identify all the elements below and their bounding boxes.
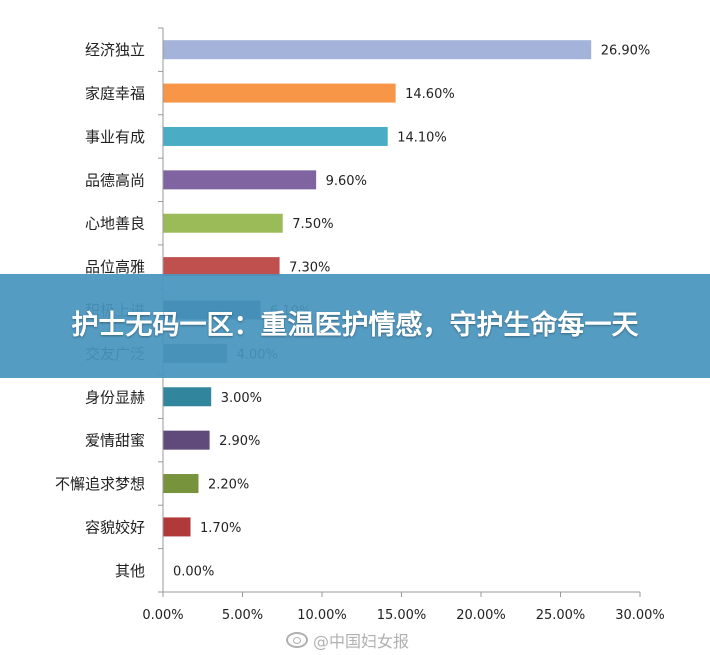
data-label: 2.90%	[219, 434, 260, 449]
x-tick-label: 10.00%	[297, 608, 347, 623]
x-tick-label: 30.00%	[615, 608, 665, 623]
data-label: 14.10%	[397, 130, 447, 145]
category-label: 经济独立	[85, 41, 145, 59]
category-label: 事业有成	[85, 128, 145, 146]
data-label: 1.70%	[200, 521, 241, 536]
bar	[163, 430, 210, 450]
bar	[163, 213, 283, 233]
data-label: 9.60%	[326, 174, 367, 189]
data-label: 2.20%	[208, 478, 249, 493]
bar	[163, 387, 212, 407]
title-banner: 护士无码一区：重温医护情感，守护生命每一天	[0, 274, 710, 378]
category-label: 身份显赫	[85, 388, 145, 406]
category-label: 爱情甜蜜	[85, 432, 145, 450]
category-label: 其他	[115, 562, 145, 580]
bar	[163, 170, 317, 190]
data-label: 7.30%	[289, 261, 330, 276]
x-tick-label: 15.00%	[377, 608, 427, 623]
bar	[163, 257, 280, 277]
category-label: 不懈追求梦想	[55, 475, 145, 493]
bar	[163, 126, 388, 146]
x-tick-label: 20.00%	[456, 608, 506, 623]
data-label: 14.60%	[405, 87, 455, 102]
category-label: 品德高尚	[85, 171, 145, 189]
banner-title: 护士无码一区：重温医护情感，守护生命每一天	[71, 310, 639, 341]
category-label: 容貌姣好	[85, 518, 145, 536]
category-label: 品位高雅	[85, 258, 145, 276]
x-tick-label: 25.00%	[536, 608, 586, 623]
bar	[163, 517, 191, 537]
bar	[163, 83, 396, 103]
data-label: 26.90%	[601, 44, 651, 59]
watermark: @中国妇女报	[286, 628, 409, 652]
bar	[163, 40, 592, 60]
category-label: 家庭幸福	[85, 85, 145, 103]
x-tick-label: 5.00%	[222, 608, 263, 623]
data-label: 3.00%	[221, 391, 262, 406]
watermark-text: @中国妇女报	[313, 632, 410, 651]
bar	[163, 474, 199, 494]
data-label: 0.00%	[173, 564, 214, 579]
x-tick-label: 0.00%	[142, 608, 183, 623]
weibo-icon	[286, 632, 308, 648]
category-label: 心地善良	[85, 215, 145, 233]
data-label: 7.50%	[292, 217, 333, 232]
